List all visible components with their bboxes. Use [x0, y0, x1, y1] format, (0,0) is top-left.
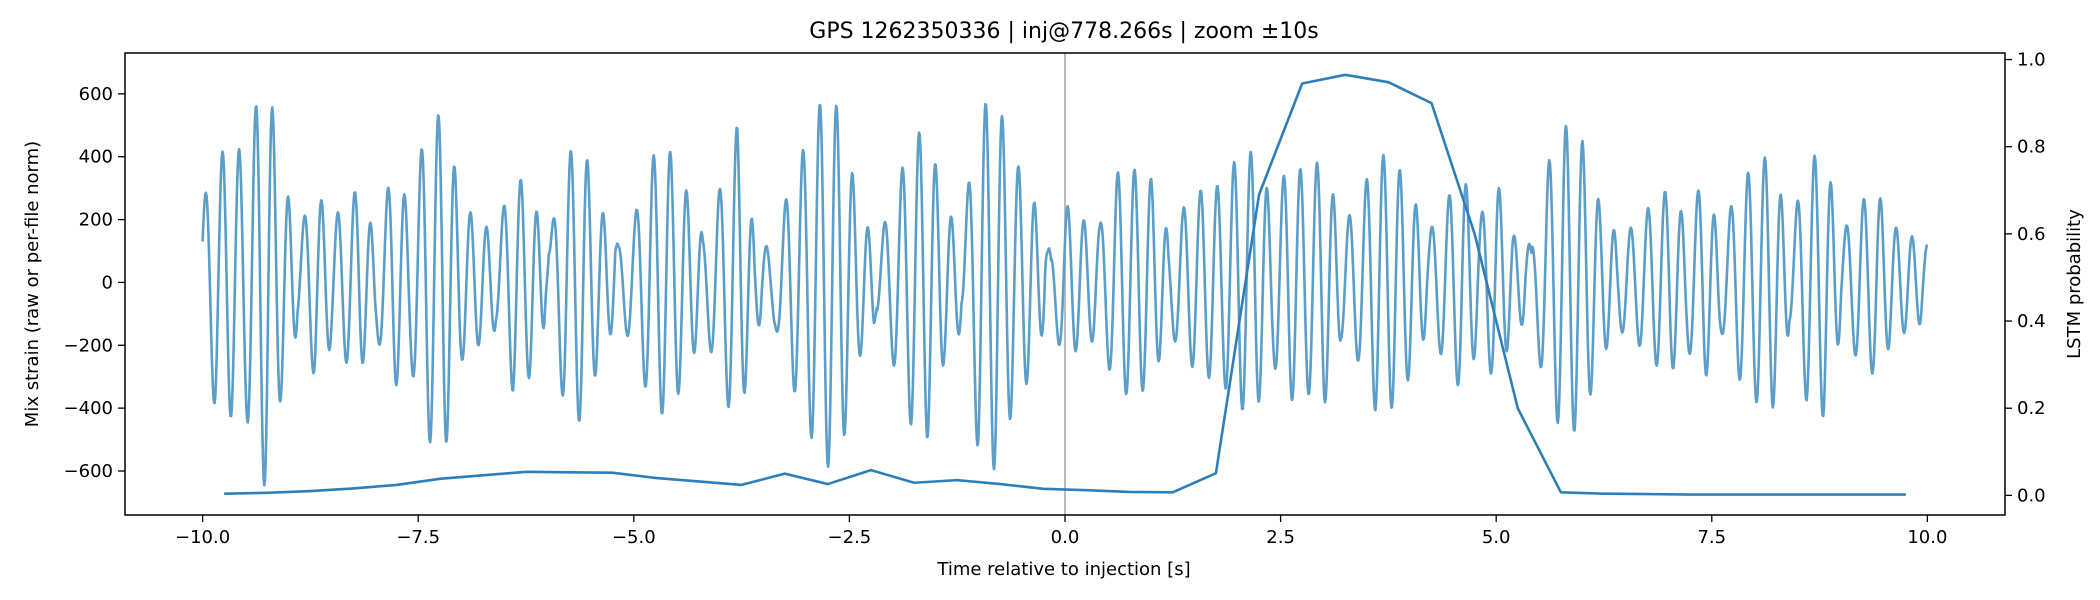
x-tick-label: −10.0	[175, 527, 230, 548]
y-tick-label: 400	[79, 147, 113, 168]
y-axis-left: 600 400 200 0 −200 −400 −600	[64, 84, 125, 482]
y-tick-label: −600	[64, 461, 113, 482]
y-axis-label: Mix strain (raw or per-file norm)	[22, 141, 43, 427]
chart-title: GPS 1262350336 | inj@778.266s | zoom ±10…	[809, 19, 1318, 44]
x-tick-label: −2.5	[828, 527, 872, 548]
series-probability-line	[224, 73, 1906, 496]
x-tick-label: 0.0	[1051, 527, 1080, 548]
x-tick-label: 5.0	[1482, 527, 1511, 548]
x-tick-label: −7.5	[396, 527, 440, 548]
y-tick-label: −400	[64, 398, 113, 419]
y-tick-label: 0	[102, 272, 113, 293]
y2-tick-label: 0.6	[2017, 224, 2046, 245]
y-tick-label: 200	[79, 210, 113, 231]
plot-area	[201, 53, 1929, 515]
x-axis-label: Time relative to injection [s]	[936, 559, 1190, 580]
y2-axis-label: LSTM probability	[2064, 209, 2085, 359]
x-tick-label: 2.5	[1266, 527, 1295, 548]
x-axis: −10.0 −7.5 −5.0 −2.5 0.0 2.5 5.0 7.5 10.0	[175, 515, 1947, 548]
y2-tick-label: 0.2	[2017, 398, 2046, 419]
x-tick-label: 7.5	[1697, 527, 1726, 548]
x-tick-label: −5.0	[612, 527, 656, 548]
series-strain-line	[201, 102, 1929, 487]
y-tick-label: −200	[64, 335, 113, 356]
x-tick-label: 10.0	[1907, 527, 1947, 548]
y-axis-right: 1.0 0.8 0.6 0.4 0.2 0.0	[2005, 50, 2046, 506]
y2-tick-label: 0.8	[2017, 137, 2046, 158]
y2-tick-label: 0.4	[2017, 311, 2046, 332]
y-tick-label: 600	[79, 84, 113, 105]
y2-tick-label: 0.0	[2017, 485, 2046, 506]
y2-tick-label: 1.0	[2017, 50, 2046, 71]
